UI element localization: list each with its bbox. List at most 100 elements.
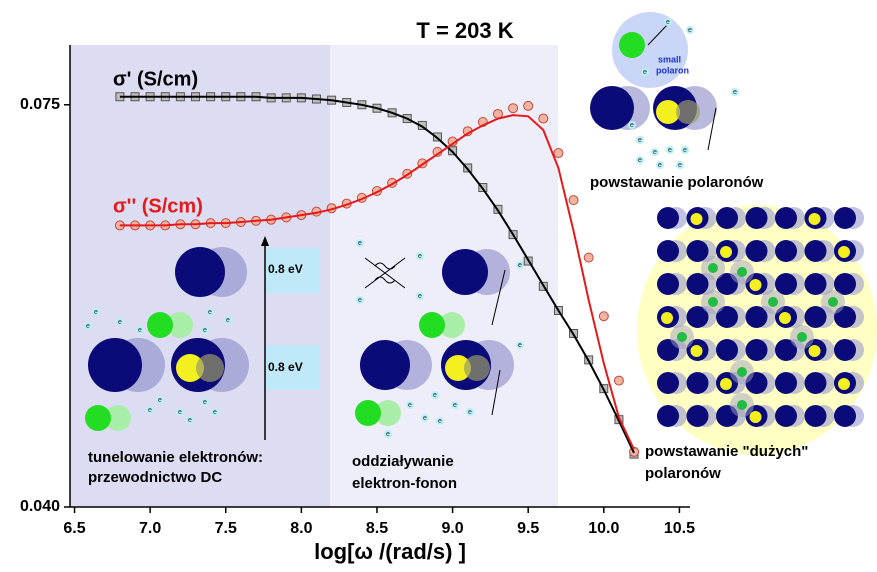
electron-label: e — [203, 399, 207, 406]
polaron-core — [750, 411, 762, 423]
small-polaron-label: polaron — [656, 65, 689, 75]
x-tick-label: 7.0 — [139, 520, 161, 537]
annotation: przewodnictwo DC — [88, 469, 222, 486]
polaron — [708, 263, 718, 273]
marker — [599, 312, 608, 321]
ion — [687, 405, 709, 427]
ion — [805, 240, 827, 262]
electron-label: e — [208, 309, 212, 316]
electron-label: e — [418, 293, 422, 300]
marker — [569, 196, 578, 205]
ion — [657, 273, 679, 295]
annotation: oddziaływanie — [352, 453, 454, 470]
ion — [775, 207, 797, 229]
ion — [805, 273, 827, 295]
polaron — [708, 297, 718, 307]
ion — [657, 372, 679, 394]
annotation: tunelowanie elektronów: — [88, 449, 263, 466]
ion — [147, 312, 173, 338]
x-tick-label: 7.5 — [215, 520, 237, 537]
ion — [85, 405, 111, 431]
electron-label: e — [138, 327, 142, 334]
annotation: powstawanie "dużych" — [645, 443, 808, 460]
energy-label: 0.8 eV — [268, 360, 303, 374]
y-tick-label: 0.040 — [20, 498, 60, 515]
polaron-core — [838, 246, 850, 258]
electron-label: e — [438, 418, 442, 425]
polaron-core — [691, 213, 703, 225]
polaron-core — [196, 354, 224, 382]
polaron-core — [750, 279, 762, 291]
polaron-core — [691, 345, 703, 357]
marker — [614, 376, 623, 385]
ion — [834, 405, 856, 427]
x-tick-label: 6.5 — [63, 520, 85, 537]
polaron — [768, 297, 778, 307]
electron-label: e — [453, 402, 457, 409]
x-tick-label: 9.5 — [517, 520, 539, 537]
series-label: σ'' (S/cm) — [113, 195, 203, 217]
electron-label: e — [188, 417, 192, 424]
marker — [509, 104, 518, 113]
electron-label: e — [638, 157, 642, 164]
ion — [687, 372, 709, 394]
y-tick-label: 0.075 — [20, 96, 60, 113]
polaron-core — [676, 100, 700, 124]
electron-label: e — [94, 309, 98, 316]
polaron-core — [661, 312, 673, 324]
annotation: powstawanie polaronów — [590, 174, 764, 191]
polaron — [737, 267, 747, 277]
electron-label: e — [226, 317, 230, 324]
polaron-core — [779, 312, 791, 324]
electron-label: e — [518, 262, 522, 269]
electron-label: e — [433, 392, 437, 399]
electron-label: e — [158, 397, 162, 404]
electron-label: e — [733, 89, 737, 96]
ion — [775, 240, 797, 262]
chart-title: T = 203 K — [416, 18, 513, 43]
x-tick-label: 9.0 — [441, 520, 463, 537]
ion — [746, 339, 768, 361]
ion — [442, 249, 488, 295]
electron-label: e — [358, 297, 362, 304]
ion — [419, 312, 445, 338]
ion — [619, 32, 645, 58]
electron-label: e — [643, 69, 647, 76]
electron-label: e — [638, 137, 642, 144]
ion — [834, 339, 856, 361]
ion — [775, 405, 797, 427]
polaron — [828, 297, 838, 307]
ion — [805, 405, 827, 427]
ion — [746, 240, 768, 262]
ion — [805, 372, 827, 394]
electron-label: e — [408, 402, 412, 409]
ion — [834, 207, 856, 229]
electron-label: e — [518, 342, 522, 349]
ion — [716, 207, 738, 229]
x-tick-label: 10.5 — [664, 520, 695, 537]
polaron — [737, 400, 747, 410]
polaron-core — [720, 246, 732, 258]
electron-label: e — [118, 319, 122, 326]
x-axis-label: log[ω /(rad/s) ] — [314, 539, 466, 564]
ion — [746, 207, 768, 229]
annotation: polaronów — [645, 465, 721, 482]
ion — [355, 400, 381, 426]
ion — [657, 240, 679, 262]
polaron-core — [720, 378, 732, 390]
marker — [524, 101, 533, 110]
electron-label: e — [630, 122, 634, 129]
small-polaron-label: small — [658, 54, 681, 64]
polaron-core — [464, 355, 490, 381]
chart: small polaron powstawanie polaronów 0.8 … — [0, 0, 877, 572]
ion — [88, 338, 142, 392]
ion — [360, 340, 410, 390]
ion — [775, 372, 797, 394]
polaron-core — [809, 345, 821, 357]
electron-label: e — [178, 409, 182, 416]
electron-label: e — [386, 431, 390, 438]
marker — [584, 253, 593, 262]
x-tick-label: 8.0 — [290, 520, 312, 537]
ion — [687, 240, 709, 262]
x-tick-label: 10.0 — [588, 520, 619, 537]
